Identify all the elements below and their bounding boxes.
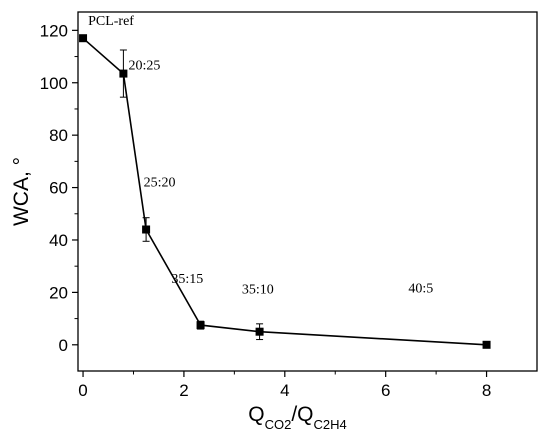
data-point — [255, 327, 264, 336]
ratio-annotation: PCL-ref — [88, 14, 134, 29]
x-tick-label: 6 — [381, 381, 390, 400]
x-tick-label: 0 — [78, 381, 87, 400]
data-markers — [79, 34, 491, 349]
data-point — [119, 69, 128, 78]
ratio-annotation: 20:25 — [128, 59, 160, 74]
x-axis-title-sub-c2h4: C2H4 — [314, 417, 347, 432]
y-axis-title: WCA, ° — [10, 157, 33, 226]
x-axis-title-main: Q — [248, 403, 264, 426]
plot-frame — [77, 11, 538, 372]
y-tick-label: 100 — [40, 74, 68, 93]
x-tick-label: 8 — [482, 381, 491, 400]
y-tick-label: 120 — [40, 21, 68, 40]
ratio-annotation: 25:20 — [144, 175, 176, 190]
x-axis-title: QCO2/QC2H4 — [248, 403, 347, 432]
series-line — [82, 37, 487, 346]
y-tick-label: 20 — [49, 283, 68, 302]
annotations: PCL-ref 20:25 25:20 35:15 35:10 40:5 — [88, 14, 433, 298]
data-point — [482, 340, 491, 349]
ratio-annotation: 35:15 — [171, 272, 203, 287]
y-tick-label: 80 — [49, 126, 68, 145]
data-point — [196, 321, 205, 330]
y-tick-label: 40 — [49, 231, 68, 250]
x-axis-title-sub-co2: CO2 — [265, 417, 292, 432]
x-axis-title-separator: /Q — [291, 403, 313, 426]
x-tick-label: 4 — [280, 381, 289, 400]
x-tick-label: 2 — [179, 381, 188, 400]
y-tick-label: 60 — [49, 179, 68, 198]
ratio-annotation: 40:5 — [408, 281, 433, 296]
axis-ticks — [72, 29, 488, 377]
y-tick-label: 0 — [59, 336, 68, 355]
data-point — [79, 34, 88, 43]
ratio-annotation: 35:10 — [242, 283, 274, 298]
data-point — [142, 225, 151, 234]
